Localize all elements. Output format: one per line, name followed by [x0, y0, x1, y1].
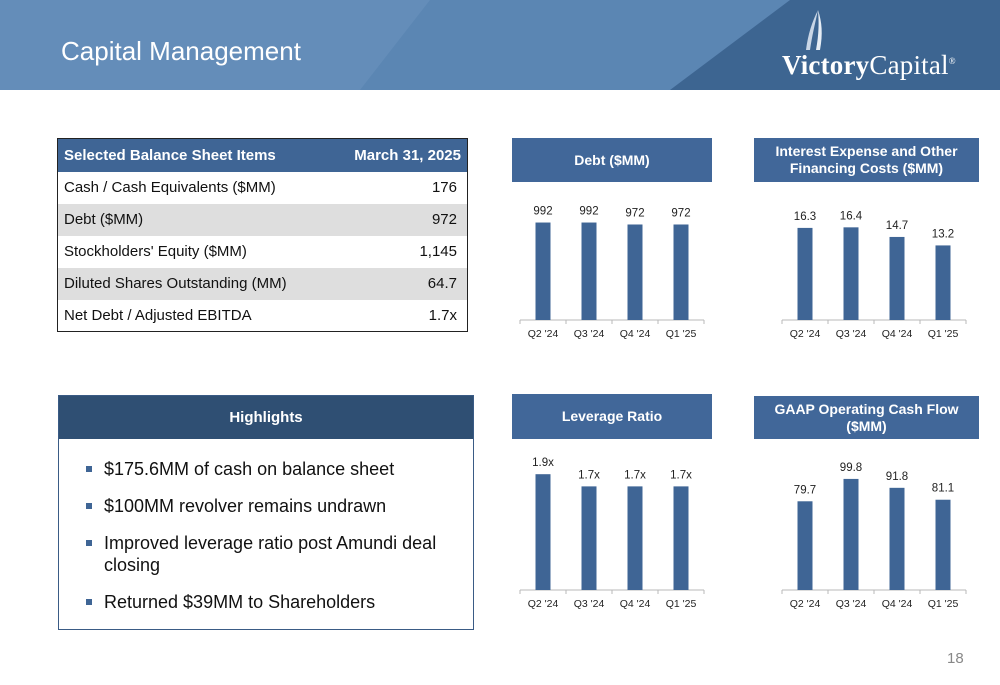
bullet-icon: [86, 599, 92, 605]
table-header-date: March 31, 2025: [329, 138, 468, 172]
table-cell-label: Diluted Shares Outstanding (MM): [57, 267, 330, 300]
x-tick-label: Q4 '24: [882, 328, 913, 340]
bullet-icon: [86, 540, 92, 546]
x-tick-label: Q3 '24: [574, 598, 605, 610]
bar: [627, 224, 643, 320]
leverage-ratio-bar-chart: 1.9x Q2 '24 1.7x Q3 '24 1.7x Q4 '24 1.7x Q1 '25: [519, 457, 705, 610]
x-tick-label: Q3 '24: [574, 328, 605, 340]
bar: [843, 478, 859, 590]
x-tick-label: Q1 '25: [928, 328, 959, 340]
data-label: 992: [533, 206, 552, 218]
x-tick-label: Q3 '24: [836, 328, 867, 340]
table-cell-label: Stockholders' Equity ($MM): [64, 243, 247, 260]
x-tick-label: Q4 '24: [882, 598, 913, 610]
bar: [581, 222, 597, 320]
data-label: 1.7x: [624, 469, 646, 481]
list-item: Improved leverage ratio post Amundi deal…: [86, 532, 446, 576]
data-label: 81.1: [932, 483, 954, 495]
highlight-text: Improved leverage ratio post Amundi deal…: [104, 533, 437, 575]
list-item: $100MM revolver remains undrawn: [86, 495, 446, 517]
table-cell-label: Net Debt / Adjusted EBITDA: [64, 306, 252, 324]
bar: [535, 222, 551, 320]
data-label: 14.7: [886, 220, 908, 232]
table-cell-label: Cash / Cash Equivalents ($MM): [64, 179, 276, 196]
logo-mark-icon: [806, 10, 822, 50]
bar: [627, 486, 643, 590]
data-label: 1.7x: [670, 469, 692, 481]
table-header-items: Selected Balance Sheet Items: [57, 138, 330, 172]
debt-bar-chart: 992 Q2 '24 992 Q3 '24 972 Q4 '24 972 Q1 '25: [519, 206, 705, 340]
bar: [535, 474, 551, 590]
bar: [673, 486, 689, 590]
data-label: 1.7x: [578, 469, 600, 481]
chart-title-leverage: Leverage Ratio: [512, 394, 712, 439]
interest-expense-bar-chart: 16.3 Q2 '24 16.4 Q3 '24 14.7 Q4 '24 13.2 Q1 '25: [781, 210, 967, 340]
x-tick-label: Q2 '24: [790, 328, 821, 340]
data-label: 16.3: [794, 211, 816, 223]
table-cell-value: 1,145: [419, 243, 457, 260]
table-header-row: Selected Balance Sheet Items March 31, 2…: [57, 138, 468, 172]
bar: [889, 487, 905, 590]
x-tick-label: Q1 '25: [928, 598, 959, 610]
bullet-icon: [86, 503, 92, 509]
bar: [843, 227, 859, 320]
highlights-list: $175.6MM of cash on balance sheet $100MM…: [86, 458, 446, 628]
data-label: 79.7: [794, 484, 816, 496]
victory-capital-logo: VictoryCapital®: [782, 10, 982, 82]
bar: [581, 486, 597, 590]
cash-flow-bar-chart: 79.7 Q2 '24 99.8 Q3 '24 91.8 Q4 '24 81.1 Q1 '25: [781, 462, 967, 610]
table-row: Diluted Shares Outstanding (MM) 64.7: [57, 267, 468, 300]
table-cell-value: 176: [431, 179, 457, 196]
table-row: Net Debt / Adjusted EBITDA 1.7x: [58, 300, 468, 332]
bar: [935, 499, 951, 590]
data-label: 91.8: [886, 471, 908, 483]
bar: [935, 245, 951, 320]
highlights-title: Highlights: [59, 396, 473, 439]
data-label: 16.4: [840, 210, 863, 222]
list-item: $175.6MM of cash on balance sheet: [86, 458, 446, 480]
data-label: 1.9x: [532, 457, 554, 469]
list-item: Returned $39MM to Shareholders: [86, 591, 446, 613]
x-tick-label: Q2 '24: [528, 328, 559, 340]
highlight-text: Returned $39MM to Shareholders: [104, 592, 376, 612]
balance-sheet-table: Selected Balance Sheet Items March 31, 2…: [57, 138, 468, 332]
table-cell-value: 64.7: [329, 267, 468, 300]
header-band: Capital Management VictoryCapital®: [0, 0, 1000, 90]
x-tick-label: Q1 '25: [666, 328, 697, 340]
data-label: 13.2: [932, 228, 954, 240]
highlight-text: $100MM revolver remains undrawn: [104, 496, 387, 516]
chart-title-cash-flow: GAAP Operating Cash Flow ($MM): [754, 396, 979, 439]
table-cell-label: Debt ($MM): [57, 203, 330, 236]
chart-title-interest: Interest Expense and Other Financing Cos…: [754, 138, 979, 182]
data-label: 992: [579, 206, 598, 218]
bar: [797, 227, 813, 320]
bar: [889, 236, 905, 320]
data-label: 99.8: [840, 462, 862, 474]
x-tick-label: Q2 '24: [790, 598, 821, 610]
x-tick-label: Q3 '24: [836, 598, 867, 610]
table-row: Cash / Cash Equivalents ($MM) 176: [58, 172, 468, 204]
highlights-box: Highlights $175.6MM of cash on balance s…: [58, 395, 474, 630]
highlight-text: $175.6MM of cash on balance sheet: [104, 459, 395, 479]
x-tick-label: Q2 '24: [528, 598, 559, 610]
bar: [673, 224, 689, 320]
table-cell-value: 972: [329, 203, 468, 236]
table-row: Debt ($MM) 972: [57, 203, 468, 236]
bullet-icon: [86, 466, 92, 472]
chart-title-debt: Debt ($MM): [512, 138, 712, 182]
header-shading: [0, 0, 1000, 90]
x-tick-label: Q1 '25: [666, 598, 697, 610]
x-tick-label: Q4 '24: [620, 328, 651, 340]
page-number: 18: [947, 650, 964, 667]
bar: [797, 501, 813, 590]
x-tick-label: Q4 '24: [620, 598, 651, 610]
data-label: 972: [625, 207, 644, 219]
table-row: Stockholders' Equity ($MM) 1,145: [58, 236, 468, 268]
page-title: Capital Management: [61, 36, 301, 66]
logo-text: VictoryCapital®: [782, 50, 956, 80]
table-cell-value: 1.7x: [428, 306, 457, 324]
data-label: 972: [671, 207, 690, 219]
